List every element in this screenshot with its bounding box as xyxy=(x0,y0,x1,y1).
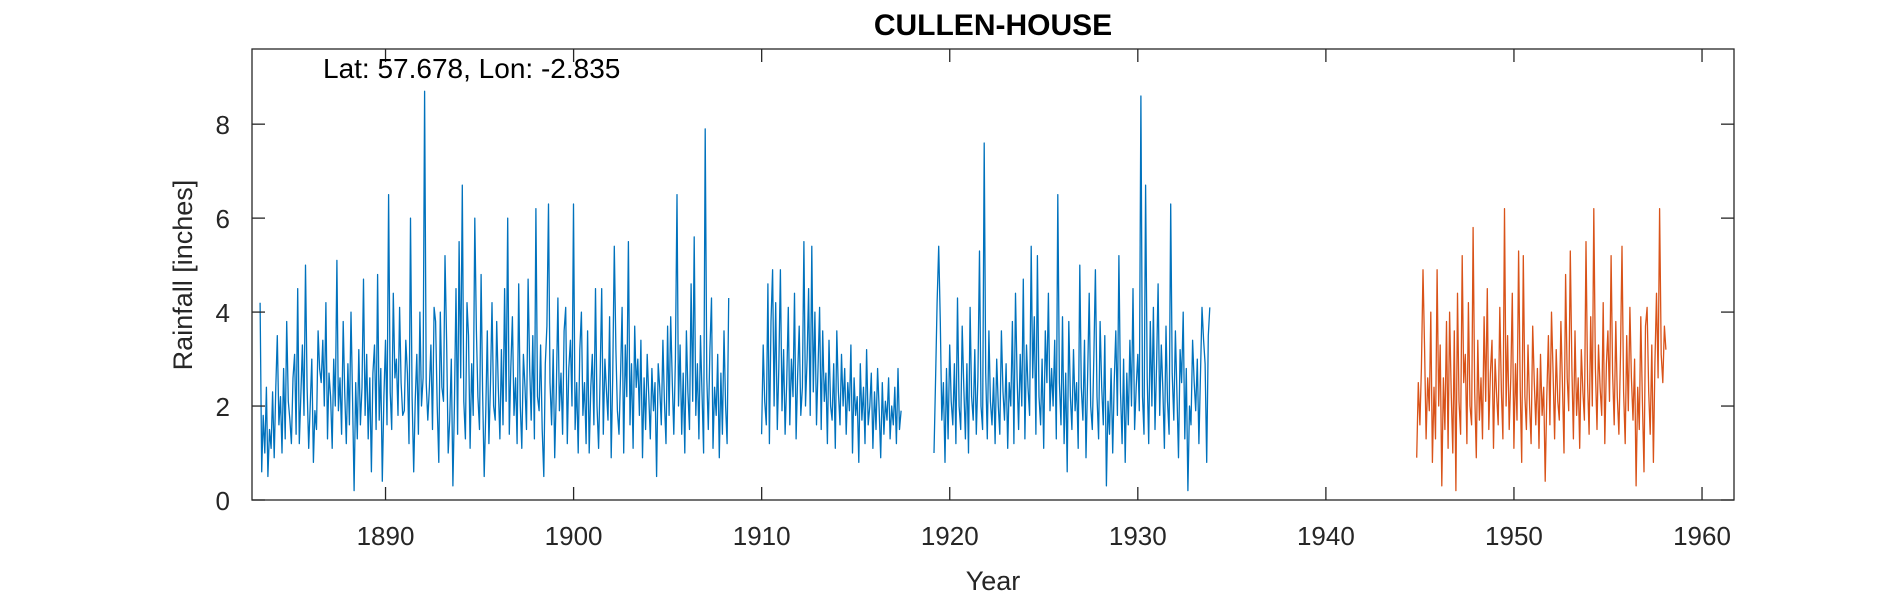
y-axis-label: Rainfall [inches] xyxy=(168,180,198,371)
x-tick-label: 1950 xyxy=(1485,521,1543,551)
x-axis-label: Year xyxy=(966,566,1021,591)
y-tick-label: 6 xyxy=(216,204,230,234)
x-tick-label: 1910 xyxy=(733,521,791,551)
axes-box xyxy=(251,48,1735,501)
plot-lines xyxy=(259,90,1667,492)
series-line-2 xyxy=(1416,208,1667,492)
y-tick-label: 4 xyxy=(216,298,230,328)
x-tick-label: 1930 xyxy=(1109,521,1167,551)
tick-labels: 1890 1900 1910 1920 1930 1940 1950 1960 0 2 4 6 8 xyxy=(216,110,1731,551)
y-tick-label: 0 xyxy=(216,486,230,516)
y-tick-label: 2 xyxy=(216,392,230,422)
coordinates-annotation: Lat: 57.678, Lon: -2.835 xyxy=(323,53,620,84)
x-tick-label: 1940 xyxy=(1297,521,1355,551)
x-tick-label: 1960 xyxy=(1673,521,1731,551)
x-tick-label: 1900 xyxy=(545,521,603,551)
series-line-1 xyxy=(259,90,1211,492)
x-tick-label: 1920 xyxy=(921,521,979,551)
y-tick-label: 8 xyxy=(216,110,230,140)
chart-title: CULLEN-HOUSE xyxy=(874,9,1112,42)
x-tick-label: 1890 xyxy=(357,521,415,551)
tick-marks xyxy=(252,49,1734,501)
